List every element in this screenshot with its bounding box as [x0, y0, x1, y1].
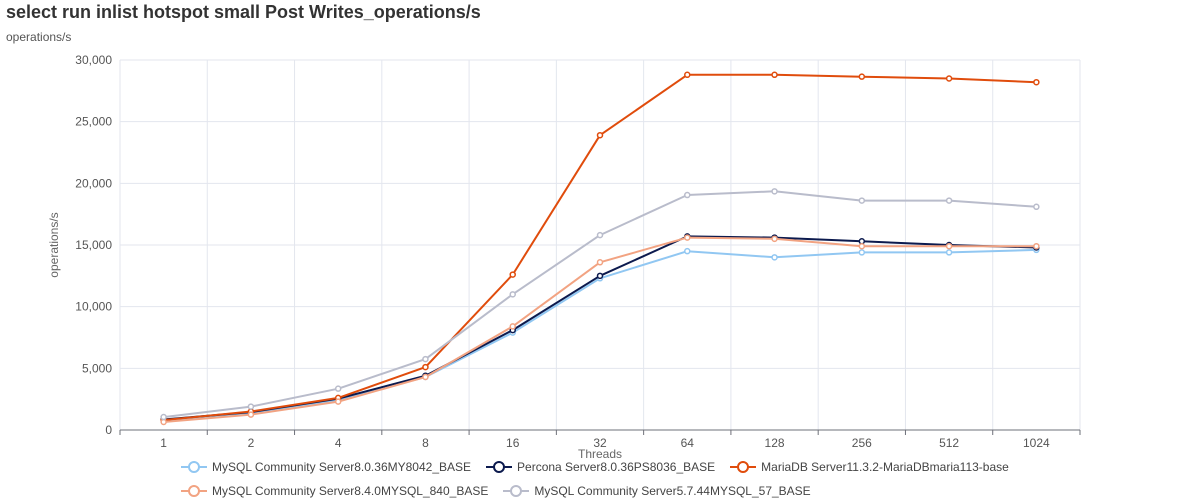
x-tick-label: 256: [852, 436, 872, 450]
y-unit-label: operations/s: [6, 30, 72, 44]
legend-swatch-icon: [181, 485, 207, 497]
data-point[interactable]: [509, 323, 516, 330]
data-point[interactable]: [858, 197, 866, 204]
data-point[interactable]: [334, 385, 342, 392]
y-axis-ticks: 0 5,000 10,000 15,000 20,000 25,000 30,000: [75, 53, 112, 437]
data-point[interactable]: [945, 249, 953, 256]
data-point[interactable]: [596, 272, 604, 280]
legend-label: MySQL Community Server8.4.0MYSQL_840_BAS…: [212, 484, 489, 498]
legend-label: Percona Server8.0.36PS8036_BASE: [517, 460, 716, 474]
legend-item[interactable]: MariaDB Server11.3.2-MariaDBmaria113-bas…: [729, 460, 1009, 474]
data-point[interactable]: [858, 242, 866, 250]
y-tick-label: 15,000: [75, 238, 112, 252]
y-tick-label: 25,000: [75, 115, 112, 129]
x-axis: 1 2 4 8 16 32 64 128 256 512 1024: [119, 429, 1081, 450]
data-point[interactable]: [771, 235, 778, 243]
series-4: [160, 234, 1040, 426]
data-point[interactable]: [422, 373, 429, 381]
data-point[interactable]: [1033, 242, 1040, 250]
data-point[interactable]: [1033, 78, 1040, 86]
data-point[interactable]: [945, 197, 953, 204]
chart-title: select run inlist hotspot small Post Wri…: [6, 2, 481, 22]
series-5: [160, 188, 1040, 421]
x-tick-label: 16: [506, 436, 520, 450]
data-point[interactable]: [509, 291, 516, 298]
y-tick-label: 0: [105, 423, 112, 437]
legend-label: MySQL Community Server5.7.44MYSQL_57_BAS…: [534, 484, 811, 498]
x-tick-label: 4: [335, 436, 342, 450]
legend-swatch-marker: [737, 461, 750, 473]
legend-label: MariaDB Server11.3.2-MariaDBmaria113-bas…: [761, 460, 1009, 474]
legend-swatch-marker: [493, 461, 506, 473]
grid-lines: [119, 59, 1081, 430]
legend-item[interactable]: Percona Server8.0.36PS8036_BASE: [485, 460, 715, 474]
y-tick-label: 20,000: [75, 176, 112, 190]
x-tick-label: 512: [939, 436, 959, 450]
data-point[interactable]: [945, 242, 953, 250]
series-3: [160, 71, 1040, 424]
legend-swatch-marker: [510, 485, 523, 497]
y-tick-label: 5,000: [82, 361, 112, 375]
data-point[interactable]: [422, 355, 429, 363]
x-tick-label: 64: [681, 436, 695, 450]
data-point[interactable]: [422, 363, 429, 371]
data-point[interactable]: [684, 191, 691, 199]
legend-swatch-icon: [503, 485, 530, 497]
legend-swatch-icon: [730, 461, 757, 473]
data-point[interactable]: [858, 249, 866, 256]
legend-item[interactable]: MySQL Community Server8.0.36MY8042_BASE: [180, 460, 471, 474]
y-axis-label: operations/s: [47, 212, 61, 277]
data-point[interactable]: [684, 71, 691, 79]
data-point[interactable]: [771, 71, 778, 79]
x-tick-label: 1024: [1023, 436, 1050, 450]
x-axis-label: Threads: [578, 447, 622, 458]
data-point[interactable]: [945, 75, 953, 82]
data-point[interactable]: [596, 231, 604, 239]
data-point[interactable]: [684, 234, 691, 241]
legend-swatch-icon: [181, 461, 207, 473]
data-point[interactable]: [858, 73, 866, 80]
data-point[interactable]: [247, 403, 255, 410]
data-point[interactable]: [247, 411, 255, 418]
data-point[interactable]: [596, 259, 604, 266]
y-tick-label: 10,000: [75, 300, 112, 314]
line-chart: 0 5,000 10,000 15,000 20,000 25,000 30,000 1 2 4…: [47, 53, 1081, 458]
data-point[interactable]: [1033, 203, 1040, 211]
legend-swatch-marker: [188, 485, 200, 497]
data-point[interactable]: [771, 188, 778, 195]
data-point[interactable]: [509, 271, 516, 278]
x-tick-label: 8: [422, 436, 429, 450]
legend-item[interactable]: MySQL Community Server8.4.0MYSQL_840_BAS…: [180, 484, 488, 498]
x-tick-label: 128: [765, 436, 785, 450]
data-point[interactable]: [596, 131, 604, 139]
x-tick-label: 32: [593, 436, 607, 450]
x-tick-label: 2: [248, 436, 255, 450]
data-point[interactable]: [684, 247, 691, 255]
data-point[interactable]: [334, 398, 342, 405]
series-layer: [160, 71, 1040, 426]
x-tick-label: 1: [160, 436, 167, 450]
legend-swatch-icon: [486, 461, 513, 473]
data-point[interactable]: [160, 413, 167, 421]
legend-label: MySQL Community Server8.0.36MY8042_BASE: [212, 460, 472, 474]
data-point[interactable]: [771, 254, 778, 261]
legend-row: MySQL Community Server8.4.0MYSQL_840_BAS…: [180, 484, 825, 498]
legend-swatch-marker: [188, 461, 200, 473]
legend-row: MySQL Community Server8.0.36MY8042_BASE P…: [180, 460, 1023, 474]
legend-item[interactable]: MySQL Community Server5.7.44MYSQL_57_BAS…: [502, 484, 811, 498]
y-tick-label: 30,000: [75, 53, 112, 67]
